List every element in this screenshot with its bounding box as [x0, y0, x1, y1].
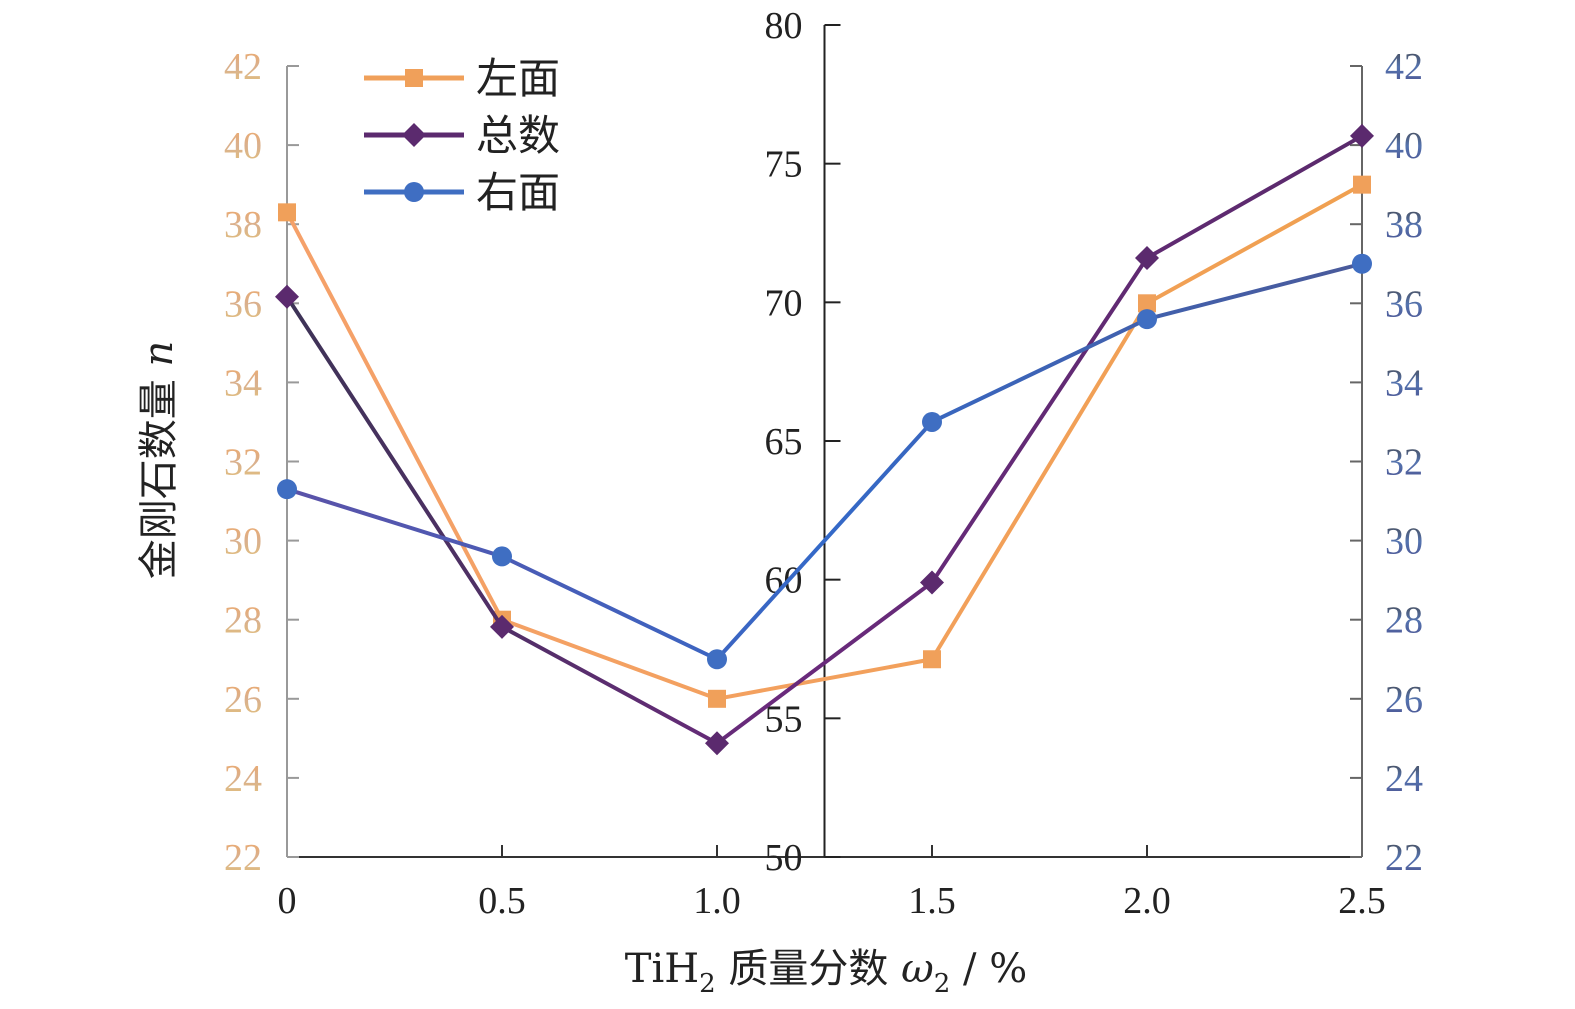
y-axis-title: 金刚石数量 n	[136, 341, 182, 579]
series-line	[286, 261, 1363, 662]
y-right-tick-label: 40	[1385, 125, 1423, 167]
x-tick-label: 1.5	[908, 880, 956, 922]
y-left-tick-label: 42	[224, 46, 262, 88]
series-line	[285, 134, 1363, 746]
y-right-tick-label: 26	[1385, 679, 1423, 721]
y-left-tick-label: 26	[224, 679, 262, 721]
y-left-tick-label: 40	[224, 125, 262, 167]
y-middle-tick-label: 50	[765, 837, 803, 879]
y-middle-tick-label: 65	[765, 421, 803, 463]
legend-entry: 总数	[364, 111, 560, 160]
y-middle-tick-label: 80	[765, 5, 803, 47]
data-point	[275, 284, 299, 309]
y-left-tick-label: 22	[224, 837, 262, 879]
data-point	[1352, 253, 1372, 274]
series-2	[275, 123, 1374, 756]
data-point	[1350, 123, 1374, 148]
y-middle-tick-label: 70	[765, 282, 803, 324]
y-left-tick-label: 30	[224, 521, 262, 563]
series-3	[277, 253, 1372, 670]
legend-entry: 右面	[364, 168, 560, 217]
y-left-tick-label: 34	[224, 362, 262, 404]
data-point	[278, 203, 296, 222]
legend-marker	[402, 123, 426, 147]
legend-label: 总数	[476, 111, 560, 160]
legend-marker	[405, 69, 423, 87]
y-right-tick-label: 36	[1385, 283, 1423, 325]
axes: 0 0.5 1.0 1.5 2.0 2.5222426283032343638404222…	[224, 5, 1423, 922]
series-line	[285, 182, 1363, 701]
x-tick-label: 0.5	[478, 880, 526, 922]
data-point	[920, 570, 944, 595]
y-right-tick-label: 34	[1385, 362, 1423, 404]
data-point	[708, 689, 726, 708]
data-point	[922, 411, 942, 432]
series-layer	[275, 123, 1374, 756]
data-point	[1138, 294, 1156, 313]
data-point	[1137, 309, 1157, 330]
y-left-tick-label: 38	[224, 204, 262, 246]
x-tick-label: 0	[278, 880, 297, 922]
y-right-tick-label: 32	[1385, 442, 1423, 484]
y-right-tick-label: 28	[1385, 600, 1423, 642]
legend-label: 右面	[476, 168, 560, 217]
legend-marker	[404, 182, 424, 202]
y-left-tick-label: 24	[224, 758, 262, 800]
data-point	[705, 731, 729, 756]
y-left-tick-label: 36	[224, 283, 262, 325]
y-middle-tick-label: 75	[765, 144, 803, 186]
y-right-tick-label: 38	[1385, 204, 1423, 246]
y-left-tick-label: 32	[224, 442, 262, 484]
x-axis-title: TiH2 质量分数 ω2 / %	[625, 946, 1027, 999]
data-point	[1353, 175, 1371, 194]
data-point	[277, 479, 297, 500]
data-point	[492, 546, 512, 567]
data-point	[490, 614, 514, 639]
data-point	[1135, 245, 1159, 270]
y-right-tick-label: 42	[1385, 46, 1423, 88]
data-point	[923, 650, 941, 669]
y-middle-tick-label: 60	[765, 560, 803, 602]
y-right-tick-label: 22	[1385, 837, 1423, 879]
x-tick-label: 1.0	[693, 880, 741, 922]
y-right-tick-label: 24	[1385, 758, 1423, 800]
y-right-tick-label: 30	[1385, 521, 1423, 563]
x-tick-label: 2.0	[1123, 880, 1171, 922]
x-tick-label: 2.5	[1338, 880, 1386, 922]
data-point	[707, 649, 727, 670]
legend-entry: 左面	[364, 54, 560, 103]
legend-label: 左面	[476, 54, 560, 103]
y-left-tick-label: 28	[224, 600, 262, 642]
